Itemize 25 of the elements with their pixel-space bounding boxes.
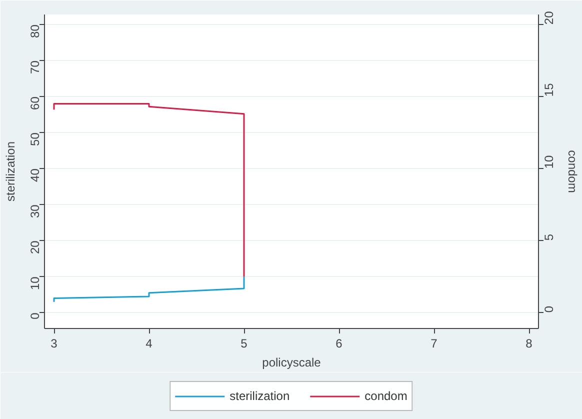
y2-tick-label: 5 [542,234,556,241]
y-tick-label: 60 [28,96,42,110]
y-tick-label: 80 [28,24,42,38]
y2-tick-label: 0 [542,306,556,313]
y-tick-label: 10 [28,276,42,290]
x-tick-label: 7 [430,336,438,350]
y2-tick-label: 10 [542,154,556,169]
y-tick-label: 40 [28,168,42,182]
y-tick-label: 70 [28,60,42,74]
legend-label: sterilization [230,388,290,402]
y-tick-label: 30 [28,204,42,218]
x-tick-label: 3 [50,336,58,350]
x-tick-label: 5 [240,336,248,350]
y-tick-label: 20 [28,240,42,254]
y2-axis-title: condom [566,150,580,193]
x-tick-label: 8 [526,336,533,350]
legend-label: condom [364,388,408,402]
x-axis-title: policyscale [262,356,322,370]
x-tick-label: 4 [146,336,153,350]
y-axis-title: sterilization [4,141,18,202]
x-tick-label: 6 [336,336,343,350]
y-tick-label: 0 [28,312,42,320]
y-tick-label: 50 [28,132,42,146]
y2-tick-label: 20 [542,10,556,25]
y2-tick-label: 15 [542,82,556,97]
